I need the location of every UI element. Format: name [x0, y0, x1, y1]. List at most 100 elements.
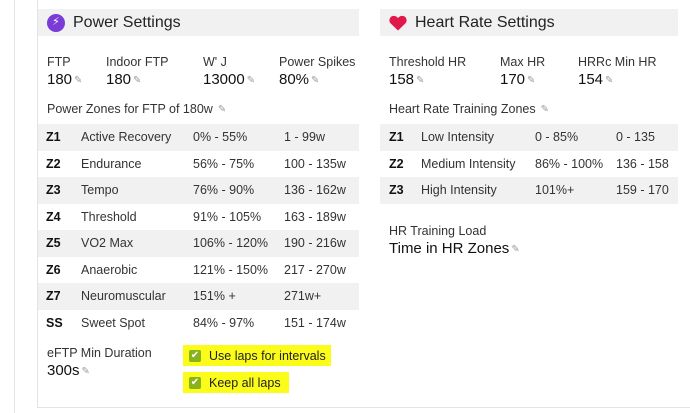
table-row: SS Sweet Spot 84% - 97% 151 - 174w — [38, 310, 359, 337]
table-row: Z1 Active Recovery 0% - 55% 1 - 99w — [38, 124, 359, 151]
power-spikes-value[interactable]: 80% ✎ — [279, 71, 320, 88]
zone-name: VO2 Max — [81, 236, 134, 251]
keep-all-laps-label: Keep all laps — [209, 375, 281, 390]
use-laps-checkbox[interactable]: ✔ Use laps for intervals — [183, 345, 331, 366]
zone-code: Z1 — [389, 130, 404, 145]
zone-range: 271w+ — [284, 289, 322, 304]
checkmark-icon[interactable]: ✔ — [189, 349, 201, 362]
threshold-hr-value[interactable]: 158 ✎ — [389, 71, 425, 88]
w-prime-label: W' J — [203, 55, 227, 69]
zone-name: Sweet Spot — [81, 315, 145, 330]
indoor-ftp-value[interactable]: 180 ✎ — [106, 71, 142, 88]
zone-percent: 91% - 105% — [193, 209, 262, 224]
pencil-icon[interactable]: ✎ — [81, 366, 90, 377]
zone-percent: 0 - 85% — [535, 130, 579, 145]
zone-name: Active Recovery — [81, 130, 172, 145]
lightning-bolt-icon: ⚡ — [47, 13, 65, 32]
zone-code: Z2 — [389, 156, 404, 171]
keep-all-laps-checkbox[interactable]: ✔ Keep all laps — [183, 372, 289, 393]
zone-range: 136 - 158 — [616, 156, 669, 171]
pencil-icon[interactable]: ✎ — [605, 75, 614, 86]
threshold-hr-label: Threshold HR — [389, 55, 467, 69]
zone-range: 0 - 135 — [616, 130, 655, 145]
zone-name: Threshold — [81, 209, 137, 224]
zone-name: Low Intensity — [421, 130, 494, 145]
ftp-label: FTP — [47, 55, 71, 69]
checkmark-icon[interactable]: ✔ — [189, 376, 201, 389]
zone-range: 159 - 170 — [616, 183, 669, 198]
hr-training-load-label: HR Training Load — [389, 224, 487, 238]
hrrc-min-hr-value[interactable]: 154 ✎ — [578, 71, 614, 88]
pencil-icon[interactable]: ✎ — [217, 104, 227, 115]
power-settings-header: ⚡ Power Settings — [38, 9, 359, 36]
zone-name: High Intensity — [421, 183, 497, 198]
indoor-ftp-label: Indoor FTP — [106, 55, 169, 69]
table-row: Z2 Medium Intensity 86% - 100% 136 - 158 — [380, 151, 678, 178]
zone-code: Z6 — [46, 262, 61, 277]
zone-range: 190 - 216w — [284, 236, 346, 251]
pencil-icon[interactable]: ✎ — [246, 75, 256, 86]
zone-code: Z2 — [46, 156, 61, 171]
pencil-icon[interactable]: ✎ — [540, 104, 549, 115]
zone-name: Medium Intensity — [421, 156, 516, 171]
zone-percent: 121% - 150% — [193, 262, 269, 277]
zone-range: 151 - 174w — [284, 315, 346, 330]
zone-percent: 56% - 75% — [193, 156, 255, 171]
zone-name: Anaerobic — [81, 262, 138, 277]
zone-percent: 84% - 97% — [193, 315, 255, 330]
zone-percent: 86% - 100% — [535, 156, 604, 171]
zone-code: Z1 — [46, 130, 61, 145]
pencil-icon[interactable]: ✎ — [74, 75, 83, 86]
zone-name: Tempo — [81, 183, 119, 198]
pencil-icon[interactable]: ✎ — [133, 75, 142, 86]
ftp-value[interactable]: 180 ✎ — [47, 71, 83, 88]
zone-percent: 106% - 120% — [193, 236, 269, 251]
zone-percent: 101%+ — [535, 183, 575, 198]
hr-training-load-value[interactable]: Time in HR Zones ✎ — [389, 240, 520, 257]
zone-percent: 151% + — [193, 289, 236, 304]
table-row: Z1 Low Intensity 0 - 85% 0 - 135 — [380, 124, 678, 151]
eftp-min-duration-label: eFTP Min Duration — [47, 346, 152, 360]
zone-range: 136 - 162w — [284, 183, 346, 198]
zone-range: 1 - 99w — [284, 130, 325, 145]
w-prime-value[interactable]: 13000 ✎ — [203, 71, 256, 88]
table-row: Z5 VO2 Max 106% - 120% 190 - 216w — [38, 230, 359, 257]
zone-code: Z4 — [46, 209, 61, 224]
zone-code: Z3 — [389, 183, 404, 198]
max-hr-label: Max HR — [500, 55, 546, 69]
max-hr-value[interactable]: 170 ✎ — [500, 71, 536, 88]
zone-percent: 76% - 90% — [193, 183, 255, 198]
power-zones-title[interactable]: Power Zones for FTP of 180w ✎ — [47, 102, 227, 116]
hr-settings-title: Heart Rate Settings — [415, 13, 555, 31]
zone-code: Z5 — [46, 236, 61, 251]
zone-code: SS — [46, 315, 63, 330]
power-zones-table: Z1 Active Recovery 0% - 55% 1 - 99w Z2 E… — [38, 124, 359, 336]
zone-name: Endurance — [81, 156, 142, 171]
zone-percent: 0% - 55% — [193, 130, 248, 145]
settings-card — [37, 0, 690, 408]
zone-range: 217 - 270w — [284, 262, 346, 277]
zone-name: Neuromuscular — [81, 289, 166, 304]
zone-range: 100 - 135w — [284, 156, 346, 171]
table-row: Z3 High Intensity 101%+ 159 - 170 — [380, 177, 678, 204]
pencil-icon[interactable]: ✎ — [511, 244, 520, 255]
hr-zones-title[interactable]: Heart Rate Training Zones ✎ — [389, 102, 549, 116]
table-row: Z2 Endurance 56% - 75% 100 - 135w — [38, 151, 359, 178]
hr-settings-header: Heart Rate Settings — [380, 9, 678, 36]
zone-code: Z7 — [46, 289, 61, 304]
table-row: Z7 Neuromuscular 151% + 271w+ — [38, 283, 359, 310]
hrrc-min-hr-label: HRRc Min HR — [578, 55, 657, 69]
pencil-icon[interactable]: ✎ — [311, 75, 320, 86]
power-spikes-label: Power Spikes — [279, 55, 356, 69]
left-divider — [14, 0, 15, 413]
power-settings-title: Power Settings — [73, 13, 181, 31]
hr-zones-table: Z1 Low Intensity 0 - 85% 0 - 135 Z2 Medi… — [380, 124, 678, 204]
table-row: Z3 Tempo 76% - 90% 136 - 162w — [38, 177, 359, 204]
eftp-min-duration-value[interactable]: 300s ✎ — [47, 362, 90, 379]
heart-icon — [389, 15, 407, 31]
pencil-icon[interactable]: ✎ — [416, 75, 425, 86]
zone-code: Z3 — [46, 183, 61, 198]
table-row: Z6 Anaerobic 121% - 150% 217 - 270w — [38, 257, 359, 284]
zone-range: 163 - 189w — [284, 209, 346, 224]
pencil-icon[interactable]: ✎ — [527, 75, 536, 86]
